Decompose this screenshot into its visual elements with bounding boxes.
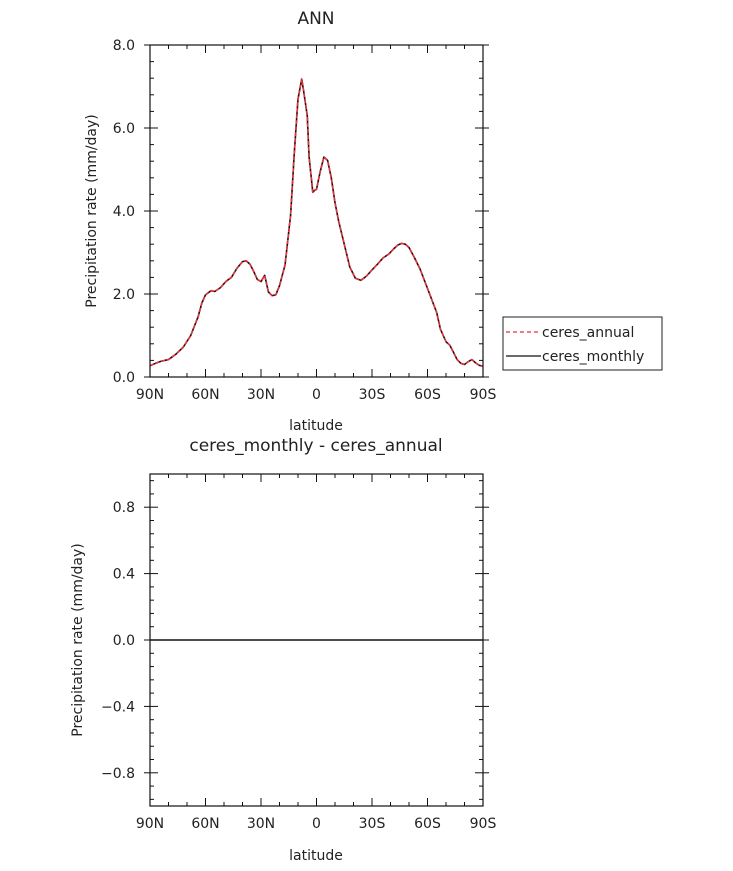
legend-label-ceres-monthly: ceres_monthly: [542, 349, 644, 365]
y-tick-label: 0.0: [113, 633, 135, 649]
x-tick-label: 30N: [247, 387, 275, 403]
series-line-ceres-monthly: [149, 78, 484, 367]
top-xlabel: latitude: [289, 418, 343, 434]
bottom-panel: ceres_monthly - ceres_annual 90N 60N 30N 0 3…: [70, 436, 496, 864]
x-tick-label: 60S: [414, 387, 441, 403]
top-series: [149, 78, 484, 367]
top-title: ANN: [297, 9, 334, 29]
y-tick-label: 0.4: [113, 567, 135, 583]
x-tick-label: 90S: [470, 387, 497, 403]
top-ylabel: Precipitation rate (mm/day): [84, 114, 100, 308]
y-tick-label: 4.0: [113, 204, 135, 220]
y-tick-label: −0.4: [101, 699, 135, 715]
x-tick-label: 0: [312, 387, 321, 403]
legend: ceres_annual ceres_monthly: [502, 316, 663, 371]
bottom-xlabel: latitude: [289, 848, 343, 864]
x-tick-label: 30S: [359, 816, 386, 832]
y-tick-label: 0.8: [113, 500, 135, 516]
bottom-title: ceres_monthly - ceres_annual: [189, 436, 442, 456]
x-tick-label: 90N: [136, 816, 164, 832]
top-plot-frame: [149, 44, 484, 378]
x-tick-label: 90S: [470, 816, 497, 832]
x-tick-label: 60N: [191, 387, 219, 403]
x-tick-label: 90N: [136, 387, 164, 403]
x-tick-label: 30N: [247, 816, 275, 832]
y-tick-label: 6.0: [113, 121, 135, 137]
x-tick-label: 0: [312, 816, 321, 832]
y-tick-label: 8.0: [113, 38, 135, 54]
y-tick-label: 2.0: [113, 287, 135, 303]
x-tick-label: 60N: [191, 816, 219, 832]
x-tick-label: 60S: [414, 816, 441, 832]
series-line-ceres-annual: [149, 78, 484, 367]
y-tick-label: −0.8: [101, 766, 135, 782]
bottom-ticks: 90N 60N 30N 0 30S 60S 90S 0.8 0.4 0.0 −0.4 −0.8: [101, 474, 496, 832]
x-tick-label: 30S: [359, 387, 386, 403]
y-tick-label: 0.0: [113, 370, 135, 386]
legend-box: [502, 316, 663, 371]
top-ticks: 90N 60N 30N 0 30S 60S 90S 0.0 2.0 4.0 6.0 8.0: [113, 38, 497, 403]
legend-label-ceres-annual: ceres_annual: [542, 325, 634, 341]
bottom-plot-frame: [149, 473, 484, 807]
bottom-ylabel: Precipitation rate (mm/day): [70, 543, 86, 737]
top-panel: ANN 90N 60N 30N 0 30S 60S 90S 0.0 2.0 4.0 6.0 8.0 P…: [84, 9, 496, 434]
